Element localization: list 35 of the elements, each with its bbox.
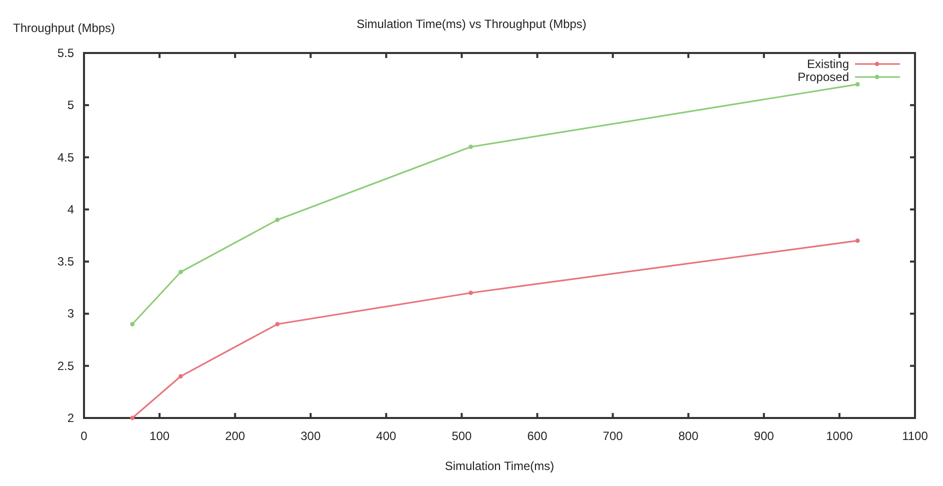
y-tick-label: 5 bbox=[67, 98, 74, 112]
point bbox=[275, 218, 280, 222]
point bbox=[130, 416, 135, 420]
y-tick-label: 2.5 bbox=[57, 358, 74, 373]
x-tick-label: 500 bbox=[452, 429, 472, 443]
point bbox=[275, 322, 280, 326]
point bbox=[178, 270, 183, 274]
x-axis-title: Simulation Time(ms) bbox=[444, 459, 554, 473]
x-tick-label: 1000 bbox=[826, 429, 854, 443]
x-tick-label: 1100 bbox=[902, 429, 928, 443]
y-tick-label: 4.5 bbox=[57, 150, 74, 164]
y-axis-title: Throughput (Mbps) bbox=[13, 21, 116, 35]
x-tick-label: 900 bbox=[754, 429, 774, 443]
x-tick-label: 300 bbox=[300, 429, 321, 443]
y-tick-label: 4 bbox=[67, 202, 74, 216]
y-tick-label: 2 bbox=[67, 411, 74, 425]
x-tick-label: 400 bbox=[376, 429, 397, 443]
y-tick-label: 5.5 bbox=[57, 46, 74, 60]
legend-label: Proposed bbox=[798, 70, 849, 84]
x-tick-label: 200 bbox=[225, 429, 246, 443]
legend-label: Existing bbox=[806, 57, 849, 71]
x-tick-label: 0 bbox=[80, 429, 88, 443]
chart-title: Simulation Time(ms) vs Throughput (Mbps) bbox=[356, 17, 586, 31]
point bbox=[130, 322, 135, 326]
point bbox=[468, 144, 473, 150]
x-tick-label: 700 bbox=[602, 429, 624, 443]
y-tick-label: 3.5 bbox=[57, 254, 74, 269]
y-tick-label: 3 bbox=[67, 306, 74, 321]
point bbox=[855, 82, 860, 86]
point bbox=[855, 238, 860, 243]
x-tick-label: 600 bbox=[527, 429, 548, 443]
x-tick-label: 800 bbox=[678, 429, 699, 443]
x-tick-label: 100 bbox=[150, 429, 170, 443]
point bbox=[468, 290, 473, 296]
point bbox=[178, 374, 183, 378]
